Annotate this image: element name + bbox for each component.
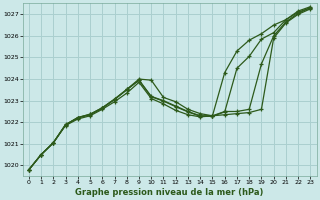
X-axis label: Graphe pression niveau de la mer (hPa): Graphe pression niveau de la mer (hPa) [76,188,264,197]
